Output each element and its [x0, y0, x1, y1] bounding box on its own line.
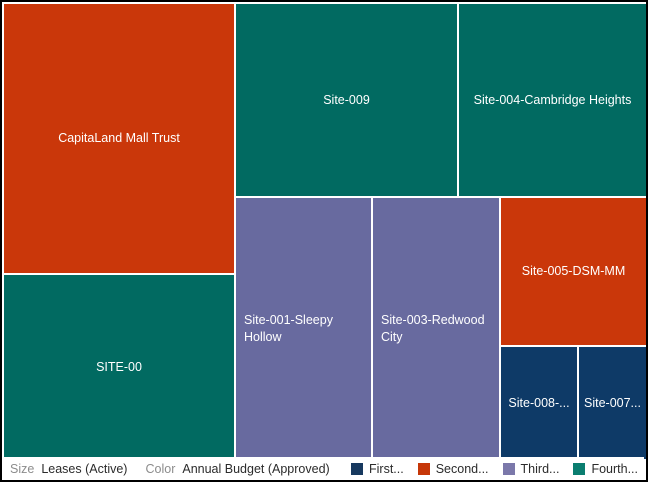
treemap-tile-site-008[interactable]: Site-008-... — [501, 347, 577, 459]
legend-swatch-first — [351, 462, 363, 475]
legend-item-second[interactable]: Second... — [417, 461, 489, 476]
color-metric-label: Color — [145, 461, 176, 476]
tile-label: Site-001-Sleepy Hollow — [244, 312, 333, 344]
legend-swatch-third — [502, 462, 515, 475]
treemap-canvas: CapitaLand Mall Trust SITE-00 Site-009 S… — [4, 4, 646, 459]
tile-label: Site-004-Cambridge Heights — [473, 92, 632, 107]
legend-label-second: Second... — [435, 461, 489, 476]
treemap-tile-site-00[interactable]: SITE-00 — [4, 275, 234, 459]
legend-swatch-second — [417, 462, 430, 475]
treemap-tile-site-004-cambridge-heights[interactable]: Site-004-Cambridge Heights — [459, 4, 646, 196]
legend-item-third[interactable]: Third... — [502, 461, 560, 476]
metric-info: Size Leases (Active) Color Annual Budget… — [10, 462, 330, 476]
treemap-tile-site-005-dsm-mm[interactable]: Site-005-DSM-MM — [501, 198, 646, 345]
tile-label: Site-008-... — [508, 395, 570, 410]
size-metric-value: Leases (Active) — [41, 461, 128, 476]
legend-label-third: Third... — [520, 461, 560, 476]
tile-label: Site-003-Redwood City — [381, 312, 485, 344]
legend-label-fourth: Fourth... — [591, 461, 638, 476]
treemap-tile-site-009[interactable]: Site-009 — [236, 4, 457, 196]
treemap-tile-capitaland-mall-trust[interactable]: CapitaLand Mall Trust — [4, 4, 234, 273]
treemap-footer: Size Leases (Active) Color Annual Budget… — [4, 457, 644, 480]
size-metric-label: Size — [10, 461, 35, 476]
tile-label: Site-005-DSM-MM — [521, 264, 626, 279]
legend-item-first[interactable]: First... — [351, 462, 404, 476]
treemap-tile-site-001-sleepy-hollow[interactable]: Site-001-Sleepy Hollow — [236, 198, 371, 459]
treemap-tile-site-007[interactable]: Site-007... — [579, 347, 646, 459]
legend-label-first: First... — [369, 461, 404, 476]
color-legend: First... Second... Third... Fourth... — [337, 462, 638, 476]
color-metric-value: Annual Budget (Approved) — [182, 461, 330, 476]
tile-label: Site-007... — [584, 395, 641, 410]
treemap-tile-site-003-redwood-city[interactable]: Site-003-Redwood City — [373, 198, 499, 459]
tile-label: Site-009 — [323, 92, 370, 107]
legend-item-fourth[interactable]: Fourth... — [573, 462, 638, 476]
tile-label: CapitaLand Mall Trust — [58, 131, 180, 146]
tile-label: SITE-00 — [96, 359, 142, 374]
legend-swatch-fourth — [573, 462, 586, 475]
